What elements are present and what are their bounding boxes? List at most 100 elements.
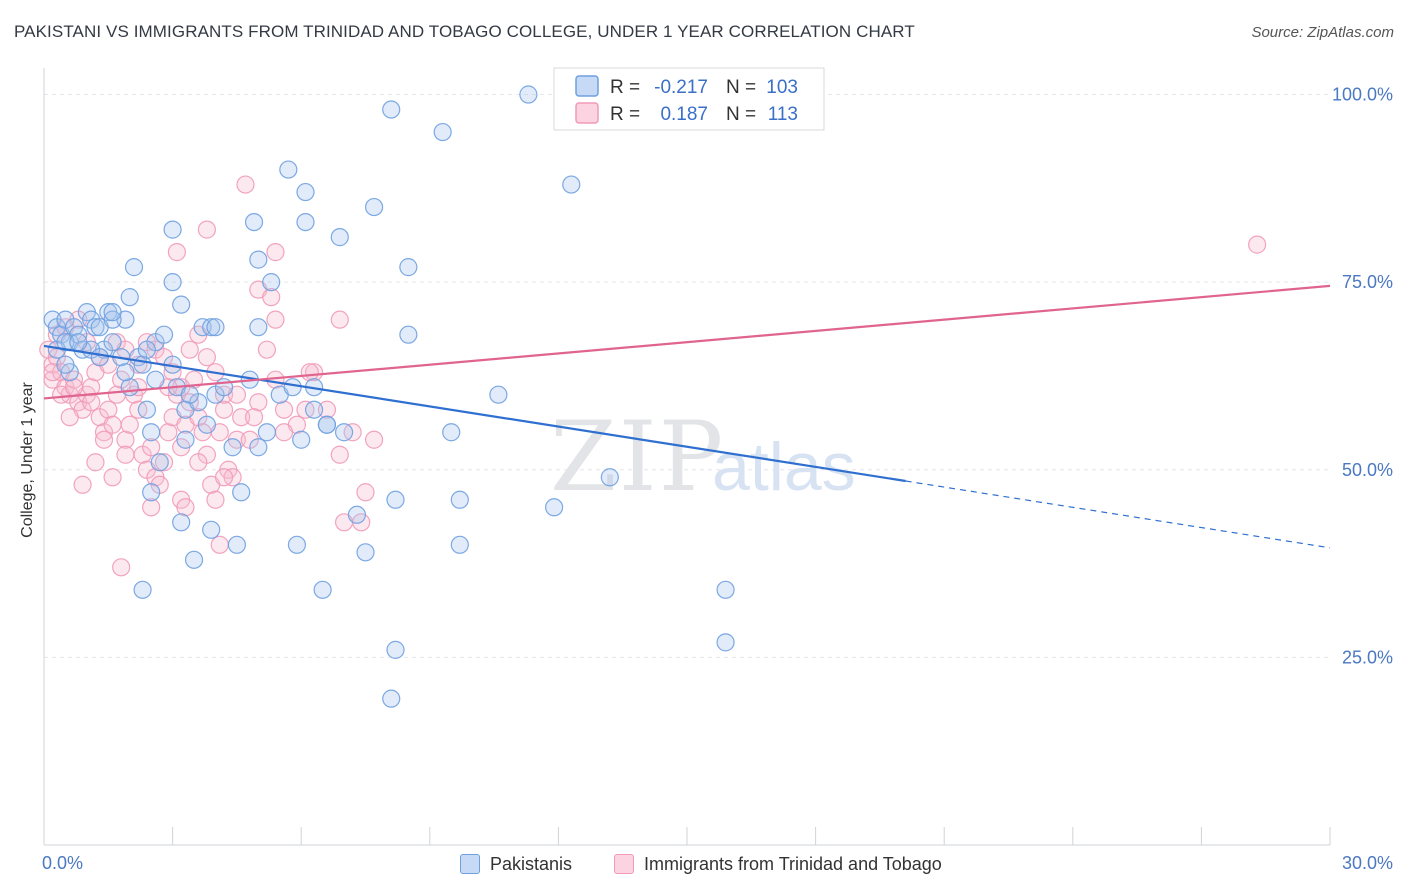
y-tick-label: 50.0% xyxy=(1342,460,1393,480)
trinidad-tobago-point xyxy=(214,400,234,419)
pakistanis-point xyxy=(180,385,199,404)
trinidad-tobago-point xyxy=(64,378,84,397)
pakistanis-point xyxy=(142,483,161,502)
pakistanis-point xyxy=(317,415,337,434)
trinidad-tobago-point xyxy=(82,393,101,412)
pakistanis-point xyxy=(137,400,156,419)
stats-n-value-trinidad-tobago: 113 xyxy=(768,104,798,125)
pakistanis-point xyxy=(86,318,105,337)
trinidad-tobago-point xyxy=(103,468,122,487)
pakistanis-point xyxy=(184,550,204,569)
pakistanis-point xyxy=(163,220,182,239)
pakistanis-point xyxy=(69,333,88,352)
legend-item-pakistanis: Pakistanis xyxy=(460,853,572,875)
pakistanis-point xyxy=(382,100,401,119)
trinidad-tobago-point xyxy=(159,423,178,442)
trinidad-tobago-point xyxy=(86,453,105,472)
trinidad-tobago-point xyxy=(167,243,186,262)
trinidad-tobago-point xyxy=(330,310,349,329)
pakistanis-point xyxy=(399,325,418,344)
legend-swatch-trinidad-tobago xyxy=(614,854,634,874)
trinidad-tobago-point xyxy=(197,348,216,367)
pakistanis-point xyxy=(244,212,264,232)
pakistanis-point xyxy=(90,348,109,367)
series-trinidad-tobago-points xyxy=(39,175,1267,577)
pakistanis-point xyxy=(146,370,165,389)
stats-n-value-pakistanis: 103 xyxy=(766,77,798,98)
legend-label-pakistanis: Pakistanis xyxy=(490,853,573,874)
trinidad-tobago-point xyxy=(154,453,174,472)
pakistanis-point xyxy=(133,580,152,599)
stats-legend: R = -0.217 N = 103 R = 0.187 N = 113 xyxy=(553,67,825,131)
pakistanis-point xyxy=(172,295,191,314)
trinidad-tobago-point xyxy=(60,408,79,427)
stats-n-label: N = xyxy=(726,104,756,125)
stats-n-label: N = xyxy=(726,77,756,98)
trinidad-tobago-point xyxy=(103,415,122,434)
pakistanis-point xyxy=(56,333,75,352)
pakistanis-point xyxy=(386,640,405,659)
pakistanis-point xyxy=(545,498,564,517)
pakistanis-point xyxy=(133,355,152,374)
y-tick-label: 100.0% xyxy=(1332,85,1393,105)
trinidad-tobago-point xyxy=(176,498,195,517)
pakistanis-point xyxy=(399,258,418,277)
stats-swatch-trinidad-tobago xyxy=(575,102,599,124)
trinidad-tobago-point xyxy=(189,453,208,472)
stats-r-value-pakistanis: -0.217 xyxy=(654,77,708,98)
trinidad-tobago-point xyxy=(116,430,135,449)
pakistanis-point xyxy=(150,453,169,472)
pakistanis-point xyxy=(600,468,619,487)
trinidad-tobago-point xyxy=(142,498,161,517)
watermark-atlas: atlas xyxy=(712,429,856,505)
trinidad-tobago-point xyxy=(214,468,234,487)
trinidad-tobago-point xyxy=(257,340,277,359)
pakistanis-trend-extension xyxy=(905,480,1331,549)
pakistanis-point xyxy=(356,543,375,562)
trinidad-tobago-point xyxy=(356,483,375,502)
pakistanis-point xyxy=(262,273,281,292)
pakistanis-point xyxy=(197,415,216,434)
pakistanis-point xyxy=(154,325,174,344)
pakistanis-point xyxy=(433,122,452,142)
pakistanis-point xyxy=(283,378,302,397)
trinidad-tobago-point xyxy=(99,400,118,419)
stats-legend-box xyxy=(553,67,825,131)
pakistanis-point xyxy=(330,228,349,247)
x-tick-labels: 0.0% 30.0% xyxy=(42,853,1393,873)
trinidad-tobago-point xyxy=(142,438,161,457)
pakistanis-point xyxy=(304,400,324,419)
x-tick-label: 0.0% xyxy=(42,853,83,873)
pakistanis-point xyxy=(716,580,735,599)
pakistanis-point xyxy=(120,378,139,397)
pakistanis-point xyxy=(296,182,315,202)
pakistanis-point xyxy=(202,318,221,337)
stats-r-label: R = xyxy=(610,77,640,98)
trinidad-tobago-point xyxy=(274,400,294,419)
pakistanis-point xyxy=(347,505,367,524)
pakistanis-point xyxy=(450,490,469,509)
trinidad-tobago-point xyxy=(317,400,337,419)
pakistanis-point xyxy=(382,689,401,708)
pakistanis-point xyxy=(450,535,469,554)
trinidad-tobago-point xyxy=(266,243,285,262)
pakistanis-point xyxy=(442,423,461,442)
pakistanis-point xyxy=(206,318,225,337)
pakistanis-point xyxy=(364,197,384,217)
pakistanis-point xyxy=(296,212,315,232)
pakistanis-point xyxy=(103,333,122,352)
trinidad-tobago-point xyxy=(249,393,268,412)
pakistanis-point xyxy=(489,385,508,404)
pakistanis-point xyxy=(142,423,161,442)
legend-label-trinidad-tobago: Immigrants from Trinidad and Tobago xyxy=(644,853,942,874)
legend-swatch-pakistanis xyxy=(460,854,480,874)
trinidad-tobago-point xyxy=(300,363,319,382)
pakistanis-point xyxy=(176,430,195,449)
trinidad-tobago-point xyxy=(304,363,324,382)
pakistanis-point xyxy=(163,273,182,292)
trinidad-tobago-point xyxy=(244,408,264,427)
x-tick-label: 30.0% xyxy=(1342,853,1393,873)
pakistanis-point xyxy=(313,580,332,599)
trinidad-tobago-trend-line xyxy=(43,284,1331,400)
